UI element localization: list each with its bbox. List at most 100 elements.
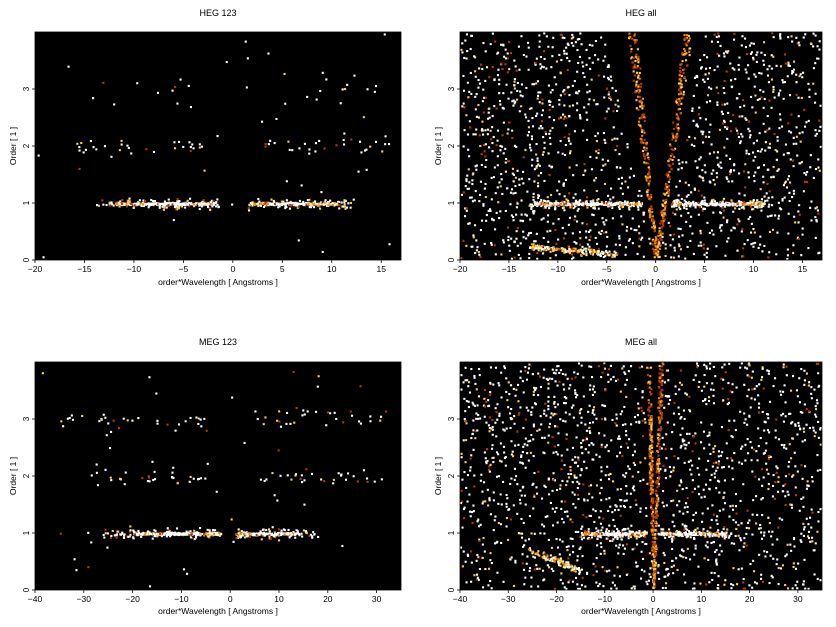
- data-cell: [37, 154, 40, 157]
- data-cell: [478, 134, 481, 137]
- data-cell: [793, 192, 796, 195]
- data-cell: [637, 56, 640, 59]
- data-cell: [701, 512, 704, 515]
- data-cell: [758, 72, 761, 75]
- data-cell: [481, 120, 484, 123]
- data-cell: [176, 198, 179, 201]
- data-cell: [727, 111, 730, 114]
- data-cell: [617, 206, 620, 209]
- data-cell: [514, 561, 517, 564]
- data-cell: [519, 219, 522, 222]
- data-cell: [666, 175, 669, 178]
- data-cell: [679, 84, 682, 87]
- data-cell: [730, 229, 733, 232]
- data-cell: [589, 203, 592, 206]
- data-cell: [559, 116, 562, 119]
- data-cell: [278, 205, 281, 208]
- data-cell: [243, 441, 246, 444]
- data-cell: [522, 230, 525, 233]
- data-cell: [716, 203, 719, 206]
- data-cell: [362, 116, 365, 119]
- data-cell: [580, 584, 583, 587]
- data-cell: [499, 459, 502, 462]
- data-cell: [782, 153, 785, 156]
- data-cell: [560, 34, 563, 37]
- data-cell: [674, 385, 677, 388]
- data-cell: [208, 534, 211, 537]
- data-cell: [607, 78, 610, 81]
- data-cell: [384, 143, 387, 146]
- heatmap-marks: [41, 370, 387, 588]
- data-cell: [678, 388, 681, 391]
- data-cell: [381, 150, 384, 153]
- data-cell: [677, 255, 680, 258]
- data-cell: [735, 203, 738, 206]
- data-cell: [563, 52, 566, 55]
- data-cell: [718, 480, 721, 483]
- data-cell: [657, 238, 660, 241]
- data-cell: [594, 565, 597, 568]
- data-cell: [512, 99, 515, 102]
- plot-area: [460, 362, 822, 590]
- data-cell: [799, 427, 802, 430]
- data-cell: [705, 483, 708, 486]
- data-cell: [601, 252, 604, 255]
- data-cell: [102, 203, 105, 206]
- data-cell: [590, 252, 593, 255]
- data-cell: [651, 215, 654, 218]
- data-cell: [470, 368, 473, 371]
- data-cell: [578, 113, 581, 116]
- data-cell: [796, 236, 799, 239]
- data-cell: [726, 127, 729, 130]
- data-cell: [805, 517, 808, 520]
- data-cell: [774, 149, 777, 152]
- data-cell: [676, 198, 679, 201]
- data-cell: [537, 182, 540, 185]
- data-cell: [621, 410, 624, 413]
- data-cell: [232, 540, 235, 543]
- data-cell: [534, 63, 537, 66]
- data-cell: [516, 89, 519, 92]
- data-cell: [327, 204, 330, 207]
- data-cell: [517, 400, 520, 403]
- data-cell: [518, 412, 521, 415]
- data-cell: [118, 202, 121, 205]
- data-cell: [701, 169, 704, 172]
- data-cell: [235, 537, 238, 540]
- data-cell: [734, 127, 737, 130]
- data-cell: [702, 488, 705, 491]
- data-cell: [800, 96, 803, 99]
- data-cell: [489, 208, 492, 211]
- data-cell: [505, 157, 508, 160]
- data-cell: [705, 251, 708, 254]
- data-cell: [636, 88, 639, 91]
- data-cell: [764, 141, 767, 144]
- data-cell: [602, 251, 605, 254]
- data-cell: [633, 228, 636, 231]
- data-cell: [562, 419, 565, 422]
- data-cell: [533, 201, 536, 204]
- x-tick-label: 20: [323, 594, 333, 604]
- data-cell: [561, 36, 564, 39]
- data-cell: [248, 535, 251, 538]
- data-cell: [536, 429, 539, 432]
- data-cell: [753, 85, 756, 88]
- data-cell: [508, 249, 511, 252]
- data-cell: [293, 421, 296, 424]
- x-axis-label: order*Wavelength [ Angstroms ]: [158, 277, 278, 287]
- data-cell: [388, 243, 391, 246]
- data-cell: [731, 202, 734, 205]
- data-cell: [216, 198, 219, 201]
- data-cell: [680, 63, 683, 66]
- data-cell: [765, 192, 768, 195]
- data-cell: [490, 242, 493, 245]
- data-cell: [127, 146, 130, 149]
- data-cell: [747, 64, 750, 67]
- data-cell: [617, 202, 620, 205]
- data-cell: [670, 203, 673, 206]
- data-cell: [482, 133, 485, 136]
- data-cell: [656, 246, 659, 249]
- data-cell: [617, 378, 620, 381]
- data-cell: [708, 231, 711, 234]
